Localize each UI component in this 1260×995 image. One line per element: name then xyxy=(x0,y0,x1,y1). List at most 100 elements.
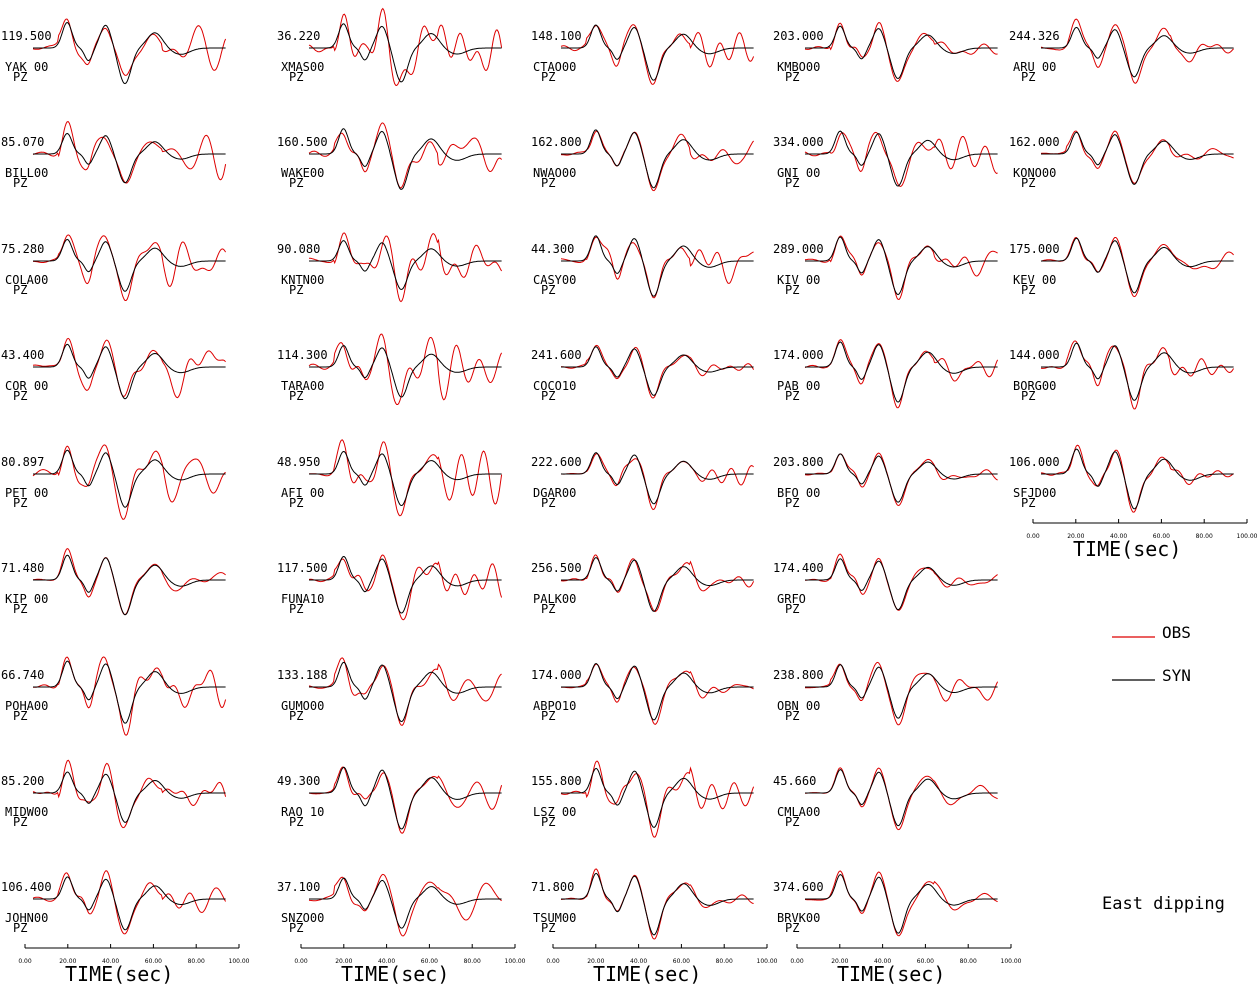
time-axis: 0.00 20.00 40.00 60.00 80.00 100.00 TIME(sec) xyxy=(790,944,1022,986)
station-label: CASY00 xyxy=(533,273,576,287)
waveform-panels: 119.500 YAK 00 PZ 85.070 BILL00 PZ 75.280 COLA0… xyxy=(1,7,1235,940)
obs-trace xyxy=(560,130,754,192)
obs-trace xyxy=(32,337,226,399)
component-label: PZ xyxy=(289,496,303,510)
syn-trace xyxy=(805,236,998,296)
obs-trace xyxy=(32,18,227,76)
syn-trace xyxy=(805,25,998,80)
trace-amplitude: 222.600 xyxy=(531,455,582,469)
legend-syn-label: SYN xyxy=(1162,666,1191,685)
syn-trace xyxy=(561,129,754,189)
component-label: PZ xyxy=(785,389,799,403)
station-label: COR 00 xyxy=(5,379,48,393)
component-label: PZ xyxy=(785,602,799,616)
obs-trace xyxy=(560,760,755,838)
station-label: KIP 00 xyxy=(5,592,48,606)
station-label: NWAO00 xyxy=(533,166,576,180)
obs-trace xyxy=(1040,130,1234,184)
component-label: PZ xyxy=(541,496,555,510)
trace-amplitude: 238.800 xyxy=(773,668,824,682)
obs-trace xyxy=(804,870,998,937)
station-label: BFO 00 xyxy=(777,486,820,500)
syn-trace xyxy=(309,450,502,507)
time-axes: 0.00 20.00 40.00 60.00 80.00 100.00TIME(sec)0… xyxy=(18,519,1258,986)
station-label: PAB 00 xyxy=(777,379,820,393)
station-label: TARA00 xyxy=(281,379,324,393)
time-axis: 0.00 20.00 40.00 60.00 80.00 100.00 TIME(sec) xyxy=(18,944,250,986)
tick-label: 20.00 xyxy=(335,958,352,965)
component-label: PZ xyxy=(289,176,303,190)
component-label: PZ xyxy=(541,602,555,616)
trace-amplitude: 36.220 xyxy=(277,29,320,43)
component-label: PZ xyxy=(13,709,27,723)
obs-trace xyxy=(560,868,754,940)
station-label: SFJD00 xyxy=(1013,486,1056,500)
syn-trace xyxy=(33,449,226,508)
trace-amplitude: 66.740 xyxy=(1,668,44,682)
tick-label: 40.00 xyxy=(378,958,395,965)
tick-label: 0.00 xyxy=(18,958,32,965)
obs-trace xyxy=(32,656,227,736)
tick-label: 20.00 xyxy=(1067,533,1084,540)
trace-amplitude: 162.000 xyxy=(1009,135,1060,149)
obs-trace xyxy=(308,554,503,621)
trace-amplitude: 71.800 xyxy=(531,880,574,894)
tick-label: 80.00 xyxy=(960,958,977,965)
axis-title: TIME(sec) xyxy=(1073,537,1181,561)
syn-trace xyxy=(805,341,998,403)
trace-amplitude: 162.800 xyxy=(531,135,582,149)
component-label: PZ xyxy=(785,283,799,297)
component-label: PZ xyxy=(289,921,303,935)
tick-label: 40.00 xyxy=(102,958,119,965)
trace-amplitude: 119.500 xyxy=(1,29,52,43)
syn-trace xyxy=(561,235,754,297)
tick-label: 100.00 xyxy=(1237,533,1258,540)
station-label: ABPO10 xyxy=(533,699,576,713)
obs-trace xyxy=(1040,236,1234,298)
obs-trace xyxy=(308,873,502,937)
syn-trace xyxy=(1041,26,1234,78)
obs-trace xyxy=(32,444,226,520)
tick-label: 0.00 xyxy=(790,958,804,965)
component-label: PZ xyxy=(13,815,27,829)
tick-label: 80.00 xyxy=(716,958,733,965)
component-label: PZ xyxy=(785,176,799,190)
component-label: PZ xyxy=(289,815,303,829)
syn-trace xyxy=(33,660,226,724)
trace-amplitude: 144.000 xyxy=(1009,348,1060,362)
syn-trace xyxy=(33,876,226,931)
syn-trace xyxy=(561,346,754,396)
syn-trace xyxy=(309,23,502,83)
station-label: OBN 00 xyxy=(777,699,820,713)
tick-label: 100.00 xyxy=(505,958,526,965)
trace-amplitude: 106.400 xyxy=(1,880,52,894)
trace-amplitude: 203.000 xyxy=(773,29,824,43)
syn-trace xyxy=(33,771,226,823)
tick-label: 40.00 xyxy=(874,958,891,965)
trace-amplitude: 174.400 xyxy=(773,561,824,575)
trace-amplitude: 175.000 xyxy=(1009,242,1060,256)
legend: OBS SYN xyxy=(1112,623,1191,685)
component-label: PZ xyxy=(785,496,799,510)
obs-trace xyxy=(805,553,998,611)
syn-trace xyxy=(805,453,998,503)
trace-amplitude: 80.897 xyxy=(1,455,44,469)
